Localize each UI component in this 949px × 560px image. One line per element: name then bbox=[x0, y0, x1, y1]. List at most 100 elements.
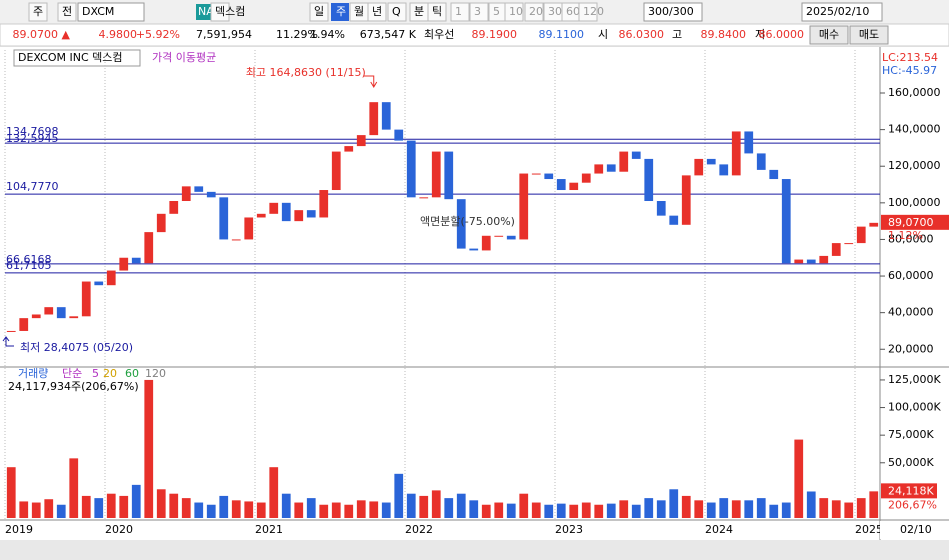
quote-text: 86.0000 bbox=[759, 28, 805, 41]
volume-bar bbox=[531, 502, 541, 518]
volume-bar bbox=[169, 493, 179, 518]
quote-text: 4.9800 bbox=[99, 28, 138, 41]
toolbar-text: 덱스컴 bbox=[215, 5, 245, 18]
candle bbox=[331, 151, 341, 191]
toolbar-text: 5 bbox=[493, 5, 500, 18]
ma-legend: 120 bbox=[145, 367, 166, 380]
last-price-box bbox=[881, 214, 949, 230]
candle bbox=[681, 175, 691, 225]
candle bbox=[494, 235, 504, 237]
low-annotation: 최저 28,4075 (05/20) bbox=[20, 341, 133, 354]
volume-bar bbox=[469, 500, 479, 518]
button[interactable] bbox=[28, 2, 48, 22]
x-tick-label: 2023 bbox=[555, 523, 583, 536]
button[interactable] bbox=[469, 2, 489, 22]
period-button[interactable] bbox=[331, 3, 349, 21]
volume-bar bbox=[419, 495, 429, 518]
toolbar-text: 60 bbox=[566, 5, 580, 18]
button[interactable] bbox=[578, 2, 598, 22]
volume-bar bbox=[681, 495, 691, 518]
volume-bar bbox=[381, 502, 391, 518]
x-end-label: 02/10 bbox=[900, 523, 932, 536]
quote-text: 89.1100 bbox=[539, 28, 585, 41]
candle bbox=[594, 164, 604, 174]
volume-bar bbox=[431, 490, 441, 518]
button[interactable] bbox=[309, 2, 329, 22]
volume-bar bbox=[206, 504, 216, 518]
scroll-bar[interactable] bbox=[0, 540, 949, 560]
volume-bar bbox=[356, 500, 366, 518]
candle bbox=[356, 135, 366, 147]
volume-bar bbox=[656, 500, 666, 518]
candle bbox=[119, 257, 129, 271]
volume-bar bbox=[294, 502, 304, 518]
trade-button[interactable] bbox=[809, 25, 849, 45]
quote-text: 11.29% bbox=[276, 28, 318, 41]
candle bbox=[219, 197, 229, 240]
lc-label: LC:213.54 bbox=[882, 51, 938, 64]
volume-bar bbox=[544, 504, 554, 518]
candle bbox=[706, 158, 716, 165]
volume-bar bbox=[6, 467, 16, 518]
input-box[interactable] bbox=[77, 2, 145, 22]
button[interactable] bbox=[504, 2, 524, 22]
toolbar-text: 2025/02/10 bbox=[806, 5, 869, 18]
y-tick-label: 100,000K bbox=[888, 401, 941, 414]
chart-area bbox=[0, 47, 949, 540]
quote-text: 89.8400 bbox=[701, 28, 747, 41]
candle bbox=[719, 164, 729, 176]
candle bbox=[56, 307, 66, 319]
candle bbox=[106, 270, 116, 286]
trade-button[interactable] bbox=[849, 25, 889, 45]
candle bbox=[569, 182, 579, 191]
button[interactable] bbox=[450, 2, 470, 22]
candle bbox=[256, 213, 266, 218]
input-box[interactable] bbox=[801, 2, 883, 22]
toolbar-text: 30 bbox=[548, 5, 562, 18]
volume-bar bbox=[769, 504, 779, 518]
toolbar-text: DXCM bbox=[82, 5, 114, 18]
last-price-label: 89,0700 bbox=[888, 216, 934, 229]
candle bbox=[744, 131, 754, 154]
volume-bar bbox=[406, 493, 416, 518]
volume-bar bbox=[31, 502, 41, 518]
ma-legend: 5 bbox=[92, 367, 99, 380]
button[interactable] bbox=[427, 2, 447, 22]
candle bbox=[44, 307, 54, 315]
volume-bar bbox=[231, 500, 241, 518]
candle bbox=[819, 255, 829, 264]
volume-bar bbox=[831, 500, 841, 518]
candle bbox=[531, 173, 541, 175]
x-tick-label: 2020 bbox=[105, 523, 133, 536]
arrow bbox=[363, 75, 378, 88]
volume-bar bbox=[756, 498, 766, 518]
volume-bar bbox=[181, 498, 191, 518]
quote-text: 86.0300 bbox=[619, 28, 665, 41]
toolbar-text: Q bbox=[392, 5, 401, 18]
volume-bar bbox=[781, 502, 791, 518]
x-tick-label: 2022 bbox=[405, 523, 433, 536]
high-annotation: 최고 164,8630 (11/15) bbox=[246, 66, 366, 79]
toolbar-text: 120 bbox=[583, 5, 604, 18]
input-box[interactable] bbox=[643, 2, 703, 22]
volume-bar bbox=[44, 499, 54, 518]
toolbar-text: 틱 bbox=[432, 5, 442, 18]
volume-bar bbox=[281, 493, 291, 518]
quote-text: 89.1900 bbox=[472, 28, 518, 41]
volume-bar bbox=[706, 502, 716, 518]
candle bbox=[656, 201, 666, 216]
candle bbox=[19, 318, 29, 331]
volume-bar bbox=[344, 504, 354, 518]
button[interactable] bbox=[367, 2, 387, 22]
candle bbox=[669, 215, 679, 225]
button[interactable] bbox=[524, 2, 544, 22]
button[interactable] bbox=[387, 2, 407, 22]
button[interactable] bbox=[210, 2, 230, 22]
volume-bar bbox=[819, 498, 829, 518]
candle bbox=[631, 151, 641, 159]
candle bbox=[31, 314, 41, 319]
volume-bar bbox=[94, 498, 104, 518]
volume-bar bbox=[519, 493, 529, 518]
button[interactable] bbox=[57, 2, 77, 22]
